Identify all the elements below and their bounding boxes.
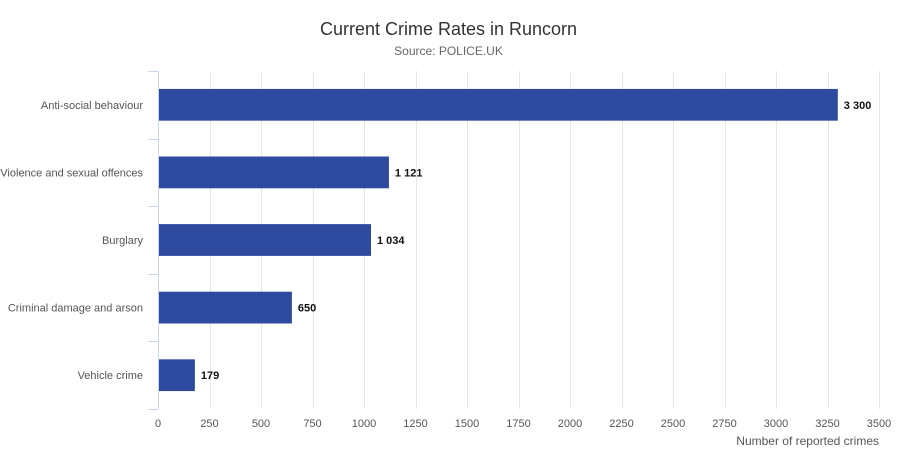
- bar[interactable]: [159, 224, 372, 256]
- bar[interactable]: [159, 359, 195, 392]
- x-tick-label: 3250: [815, 418, 839, 430]
- x-tick-label: 1000: [352, 418, 376, 430]
- x-tick-label: 3500: [867, 418, 891, 430]
- x-tick-label: 2500: [661, 418, 685, 430]
- x-tick-label: 2250: [609, 418, 633, 430]
- category-label: Criminal damage and arson: [8, 303, 143, 315]
- x-tick-label: 2750: [712, 418, 736, 430]
- labels: 0 250 500 750 1000 1250 1500 1750 2000 2250 2500 27…: [0, 100, 891, 430]
- x-tick-label: 1750: [506, 418, 530, 430]
- category-label: Violence and sexual offences: [0, 167, 143, 179]
- bar[interactable]: [159, 291, 292, 324]
- x-tick-label: 1250: [403, 418, 427, 430]
- x-tick-label: 2000: [558, 418, 582, 430]
- data-label: 3 300: [844, 100, 872, 112]
- x-tick-label: 3000: [764, 418, 788, 430]
- data-label: 1 121: [395, 167, 423, 179]
- x-tick-label: 1500: [455, 418, 479, 430]
- x-tick-label: 0: [155, 418, 161, 430]
- data-label: 179: [201, 370, 219, 382]
- x-axis-title: Number of reported crimes: [736, 434, 879, 448]
- category-label: Anti-social behaviour: [41, 100, 143, 112]
- chart-title: Current Crime Rates in Runcorn: [319, 19, 578, 39]
- x-tick-label: 750: [303, 418, 321, 430]
- category-label: Vehicle crime: [78, 370, 143, 382]
- data-label: 1 034: [377, 235, 405, 247]
- chart-subtitle: Source: POLICE.UK: [394, 44, 503, 58]
- bars: [159, 88, 838, 392]
- grid-lines: [210, 71, 880, 409]
- axes: [148, 71, 159, 410]
- bar[interactable]: [159, 156, 389, 189]
- x-tick-label: 500: [252, 418, 270, 430]
- category-label: Burglary: [102, 235, 143, 247]
- bar[interactable]: [159, 88, 838, 121]
- x-tick-label: 250: [200, 418, 218, 430]
- data-label: 650: [298, 303, 316, 315]
